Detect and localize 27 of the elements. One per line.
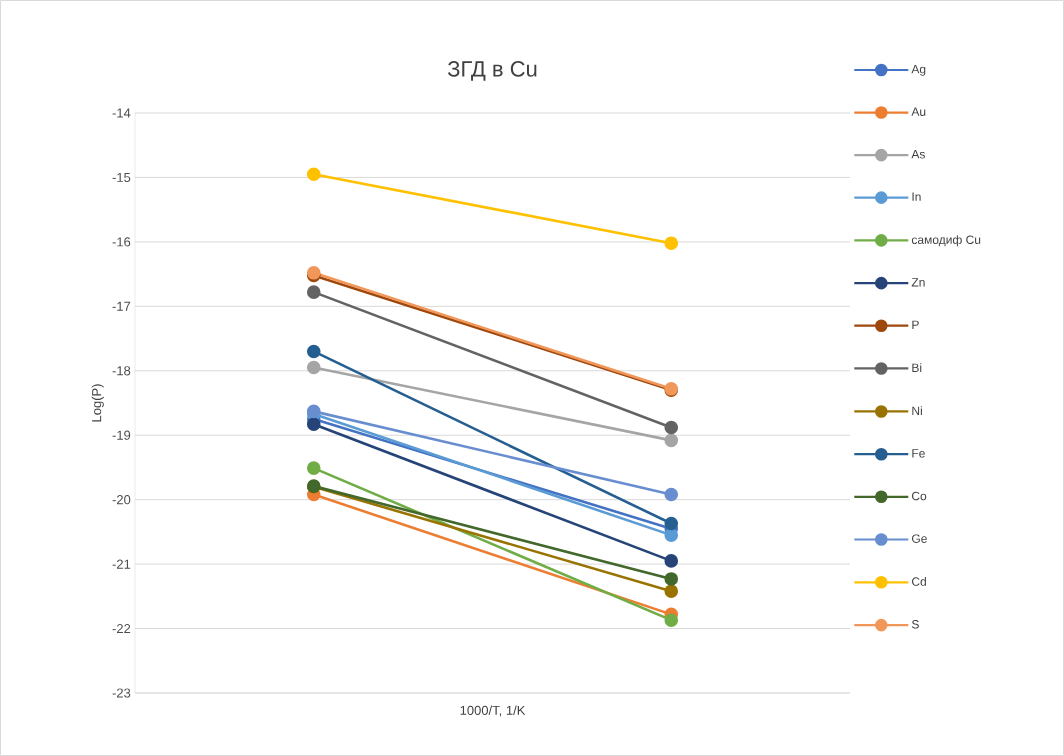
y-tick-label: -23 — [112, 688, 131, 698]
legend-label: Au — [911, 107, 926, 116]
legend-label: S — [911, 620, 919, 629]
y-tick-label: -22 — [112, 624, 131, 634]
chart-title: ЗГД в Cu — [447, 61, 537, 81]
legend-label: Bi — [912, 363, 922, 372]
legend-label: Fe — [912, 449, 925, 458]
y-tick-label: -18 — [112, 366, 131, 376]
y-axis-title: Log(P) — [91, 384, 104, 422]
legend-label: самодиф Cu — [911, 235, 981, 247]
y-tick-label: -17 — [112, 301, 131, 311]
legend-label: P — [912, 320, 919, 329]
legend-label: Ge — [912, 534, 927, 543]
y-tick-label: -15 — [112, 172, 131, 182]
legend-label: Ni — [912, 406, 922, 415]
legend-label: As — [911, 150, 925, 159]
y-tick-label: -16 — [112, 237, 131, 247]
y-tick-label: -21 — [112, 559, 131, 569]
legend-label: Ag — [911, 65, 926, 76]
legend-label: In — [912, 192, 921, 201]
legend-label: Cd — [912, 577, 926, 586]
legend-label: Zn — [911, 278, 925, 287]
y-tick-label: -20 — [112, 495, 131, 505]
legend-label: Co — [912, 491, 927, 501]
y-tick-label: -14 — [112, 108, 131, 118]
y-tick-label: -19 — [112, 430, 131, 440]
x-axis-title: 1000/T, 1/K — [460, 705, 526, 717]
